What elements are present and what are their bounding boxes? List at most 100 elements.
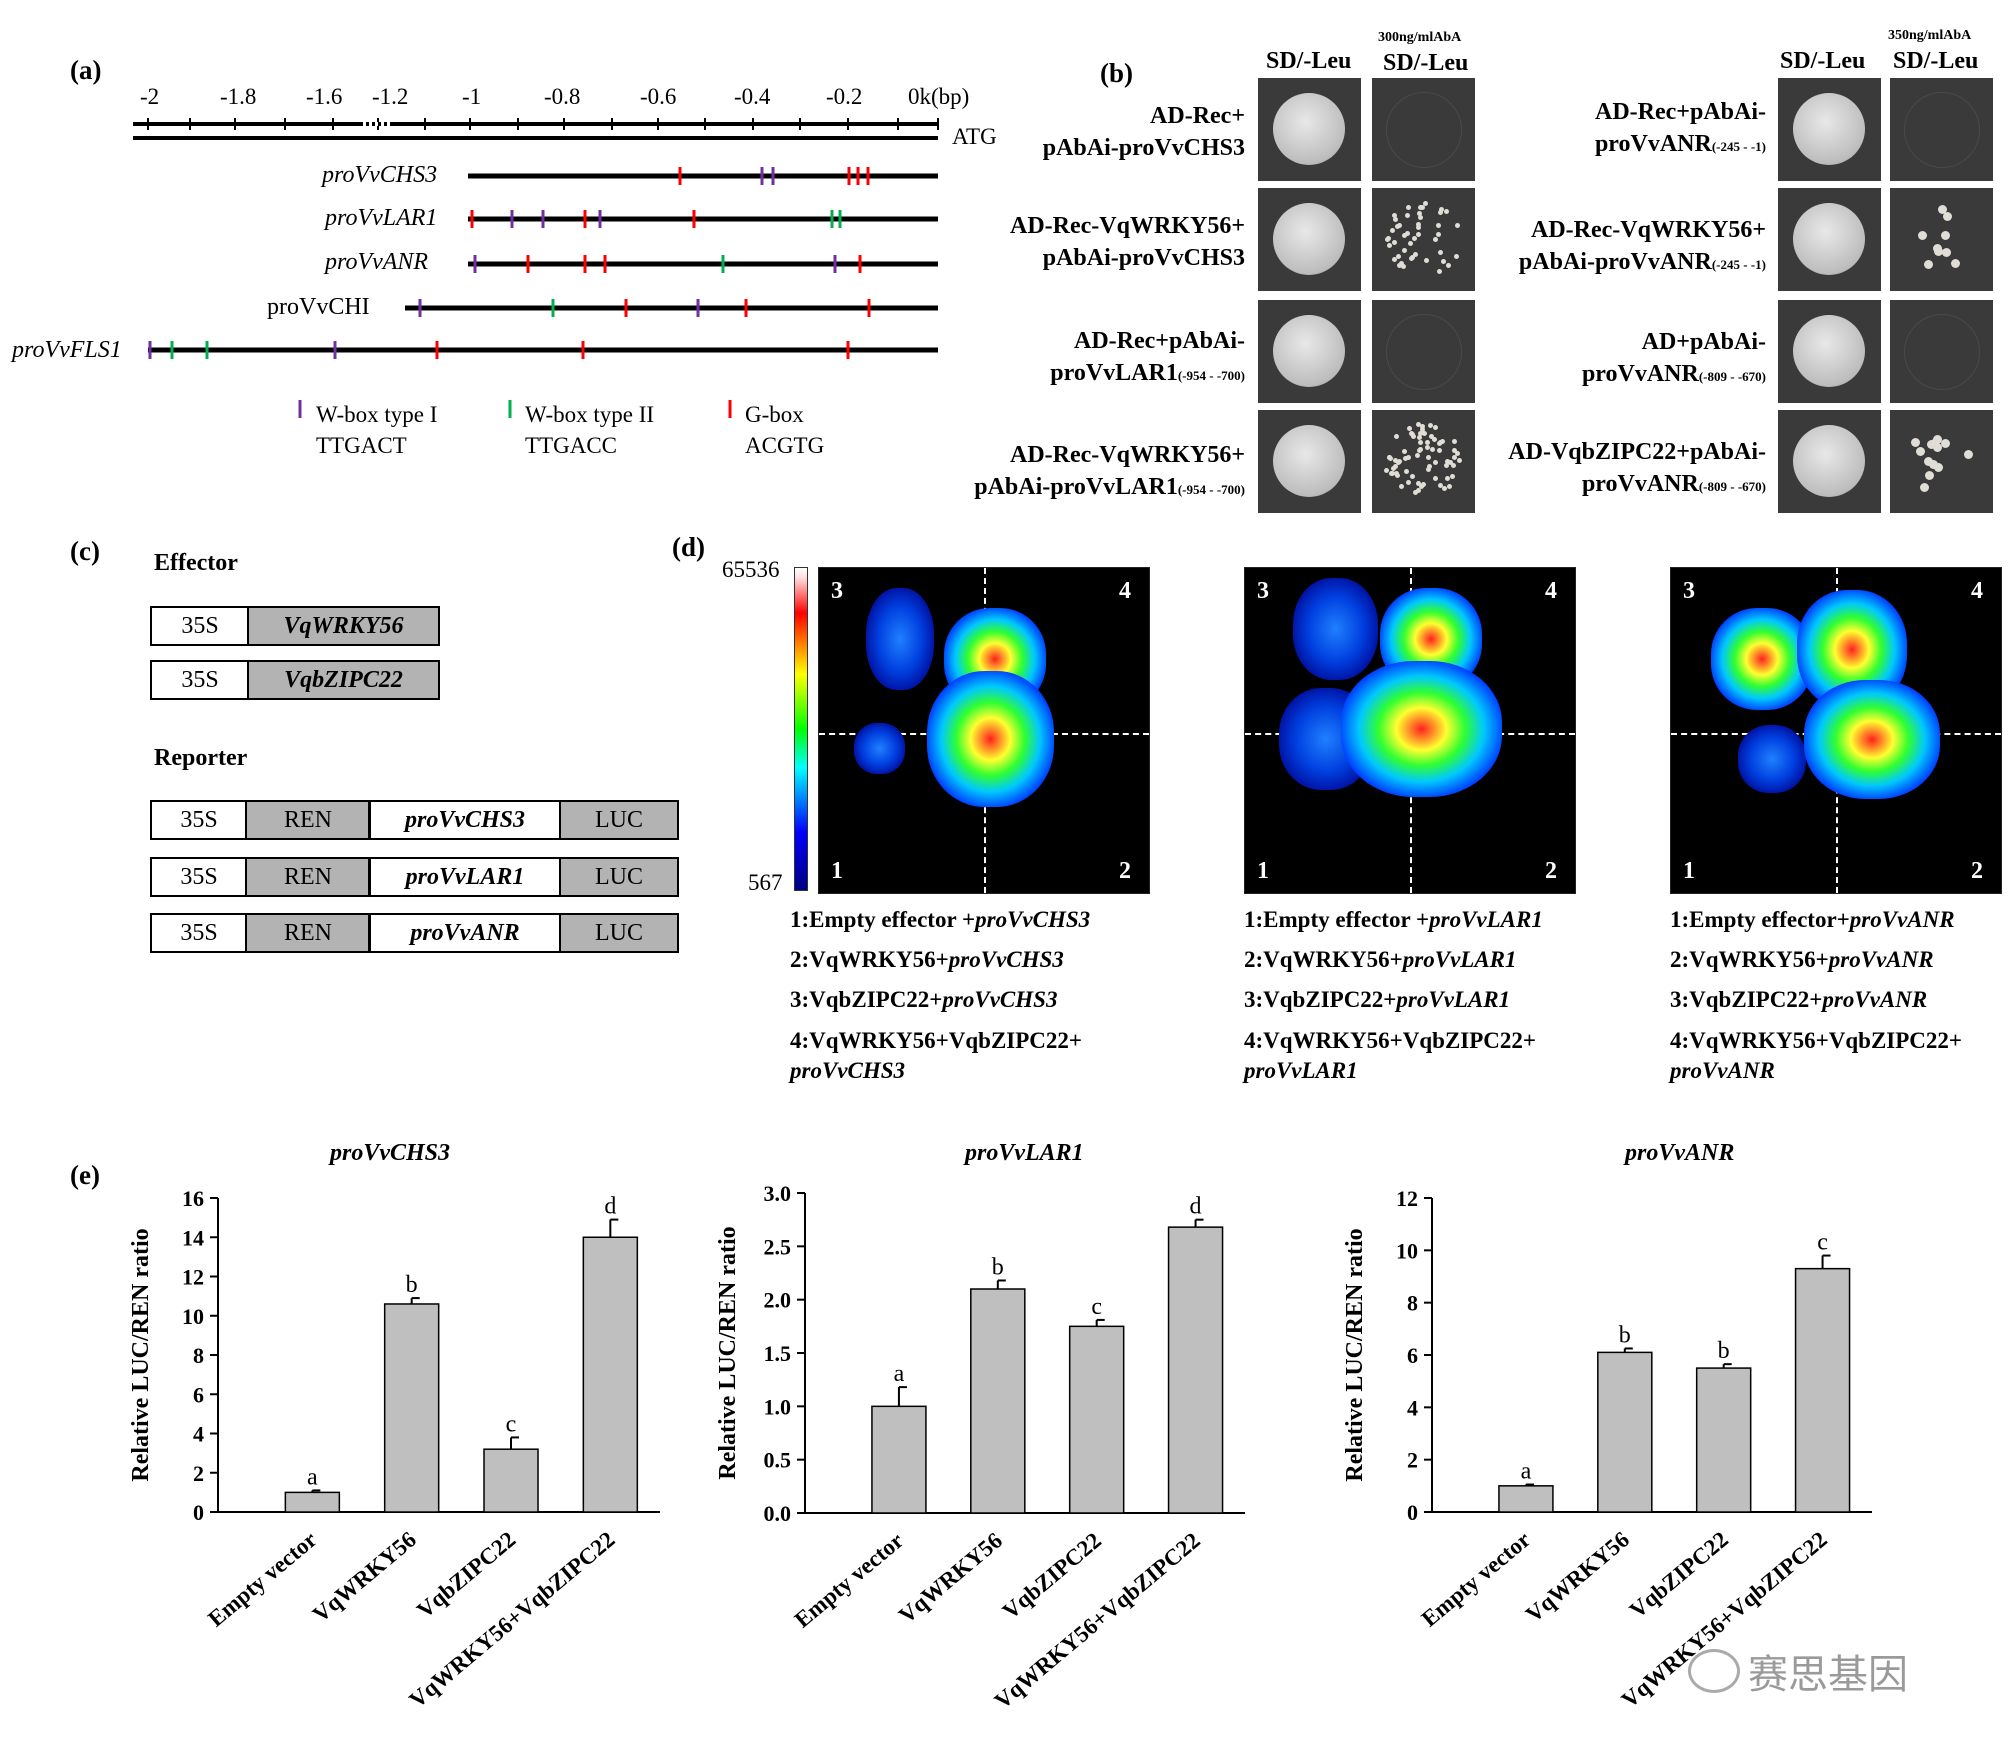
yeast-colony bbox=[1443, 462, 1449, 468]
yeast-colony bbox=[1412, 489, 1418, 495]
yeast-spot-tile bbox=[1258, 188, 1361, 291]
reporter-2-prom: proVvLAR1 bbox=[368, 857, 562, 897]
yeast-colony bbox=[1412, 235, 1418, 241]
yeast-spot-tile bbox=[1258, 300, 1361, 403]
yeast-colony bbox=[1449, 474, 1455, 480]
y-axis-label: Relative LUC/REN ratio bbox=[128, 1228, 154, 1481]
yeast-colony bbox=[1951, 259, 1961, 269]
quadrant-number: 1 bbox=[1257, 858, 1269, 884]
empty-spot bbox=[1386, 92, 1462, 168]
yeast-colony bbox=[1447, 459, 1453, 465]
yeast-colony bbox=[1413, 251, 1419, 257]
significance-letter: b bbox=[1718, 1338, 1730, 1364]
x-tick-label: VqWRKY56+VqbZIPC22 bbox=[404, 1527, 619, 1713]
y-tick-label: 6 bbox=[193, 1382, 204, 1407]
axis-tick-label: -1.2 bbox=[372, 84, 409, 109]
yeast-colony bbox=[1394, 433, 1400, 439]
yeast-colony bbox=[1432, 237, 1438, 243]
yeast-colony bbox=[1911, 438, 1921, 448]
x-tick-label: VqbZIPC22 bbox=[998, 1528, 1106, 1624]
y-tick-label: 12 bbox=[182, 1265, 204, 1290]
atg-label: ATG bbox=[952, 124, 997, 149]
y-tick-label: 2 bbox=[193, 1461, 204, 1486]
luminescence-signal bbox=[865, 588, 934, 690]
effector-1-gene: VqWRKY56 bbox=[247, 606, 440, 646]
yeast-spot-tile bbox=[1890, 188, 1993, 291]
yeast-colony bbox=[1432, 425, 1438, 431]
panel-label-e: (e) bbox=[70, 1160, 100, 1190]
yeast-colony bbox=[1428, 422, 1434, 428]
yeast-colony bbox=[1410, 474, 1416, 480]
significance-letter: c bbox=[1817, 1230, 1828, 1256]
yeast-colony bbox=[1437, 210, 1443, 216]
yeast-colony bbox=[1424, 257, 1430, 263]
legend-wbox1-name: W-box type I bbox=[316, 402, 438, 427]
yeast-colony bbox=[1423, 201, 1429, 207]
promoter-label-lar1: proVvLAR1 bbox=[325, 205, 438, 231]
yeast-colony bbox=[1426, 455, 1432, 461]
b-right-header-sd2: SD/-Leu bbox=[1893, 48, 1979, 74]
yeast-colony bbox=[1425, 466, 1431, 472]
y-tick-label: 0 bbox=[1407, 1500, 1418, 1525]
yeast-spot-tile bbox=[1778, 300, 1881, 403]
effector-title: Effector bbox=[154, 550, 238, 576]
yeast-colony bbox=[1273, 425, 1345, 497]
yeast-colony bbox=[1403, 469, 1409, 475]
y-tick-label: 2.0 bbox=[764, 1288, 792, 1313]
luminescence-signal bbox=[1293, 578, 1379, 680]
yeast-colony bbox=[1429, 447, 1435, 453]
empty-spot bbox=[1904, 92, 1980, 168]
reporter-2-l: LUC bbox=[559, 857, 679, 897]
yeast-colony bbox=[1415, 222, 1421, 228]
luciferase-legend: 1:Empty effector +proVvLAR1 2:VqWRKY56+pr… bbox=[1244, 907, 1543, 1083]
yeast-colony bbox=[1941, 438, 1951, 448]
quadrant-number: 4 bbox=[1545, 578, 1557, 604]
yeast-colony bbox=[1452, 439, 1458, 445]
significance-letter: a bbox=[894, 1361, 905, 1387]
axis-tick-label: -0.8 bbox=[544, 84, 581, 109]
x-tick-label: VqWRKY56 bbox=[1521, 1527, 1634, 1627]
yeast-colony bbox=[1437, 447, 1443, 453]
yeast-colony bbox=[1924, 457, 1934, 467]
yeast-colony bbox=[1942, 212, 1952, 222]
effector-2-gene: VqbZIPC22 bbox=[247, 660, 440, 700]
x-tick-label: VqbZIPC22 bbox=[1625, 1527, 1733, 1623]
yeast-colony bbox=[1405, 454, 1411, 460]
legend-wbox2-seq: TTGACC bbox=[525, 433, 617, 458]
significance-letter: b bbox=[1619, 1322, 1631, 1348]
x-tick-label: Empty vector bbox=[1417, 1527, 1535, 1632]
yeast-colony bbox=[1419, 204, 1425, 210]
yeast-colony bbox=[1418, 439, 1424, 445]
y-tick-label: 6 bbox=[1407, 1343, 1418, 1368]
yeast-colony bbox=[1393, 217, 1399, 223]
yeast-colony bbox=[1415, 480, 1421, 486]
yeast-colony bbox=[1416, 224, 1422, 230]
reporter-1-r: REN bbox=[245, 800, 371, 840]
axis-tick-label: -1.8 bbox=[220, 84, 257, 109]
yeast-colony bbox=[1453, 253, 1459, 259]
yeast-colony bbox=[1940, 231, 1950, 240]
y-tick-label: 2 bbox=[1407, 1448, 1418, 1473]
promoter-label-chi: proVvCHI bbox=[267, 294, 370, 320]
yeast-colony bbox=[1395, 224, 1401, 230]
x-tick-label: VqbZIPC22 bbox=[412, 1527, 520, 1623]
colorbar-max: 65536 bbox=[722, 557, 780, 582]
yeast-colony bbox=[1436, 223, 1442, 229]
yeast-colony bbox=[1406, 479, 1412, 485]
effector-2-promoter: 35S bbox=[150, 660, 250, 700]
yeast-colony bbox=[1392, 212, 1398, 218]
bar bbox=[970, 1288, 1026, 1514]
yeast-colony bbox=[1401, 248, 1407, 254]
luminescence-signal bbox=[854, 723, 905, 774]
yeast-colony bbox=[1454, 451, 1460, 457]
yeast-colony bbox=[1942, 247, 1952, 257]
yeast-colony bbox=[1408, 241, 1414, 247]
y-tick-label: 2.5 bbox=[764, 1234, 792, 1259]
yeast-colony bbox=[1963, 450, 1973, 460]
quadrant-number: 2 bbox=[1119, 858, 1131, 884]
colorbar-min: 567 bbox=[748, 870, 783, 895]
y-tick-label: 8 bbox=[193, 1343, 204, 1368]
quadrant-number: 3 bbox=[1683, 578, 1695, 604]
yeast-colony bbox=[1451, 448, 1457, 454]
quadrant-number: 4 bbox=[1971, 578, 1983, 604]
